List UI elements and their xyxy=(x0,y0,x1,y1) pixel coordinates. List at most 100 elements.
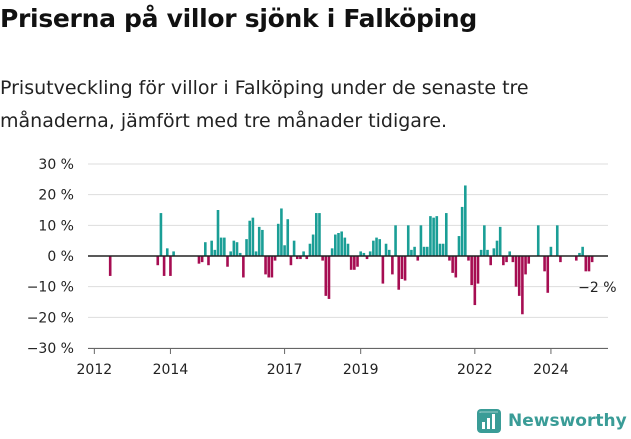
bar xyxy=(479,249,483,256)
x-axis: 2012 2014 2017 2019 2022 2024 xyxy=(77,348,608,378)
bar xyxy=(311,234,315,256)
y-tick-label: −20 % xyxy=(27,310,74,326)
bar xyxy=(362,252,366,256)
bar xyxy=(581,246,584,256)
bar xyxy=(410,249,413,256)
bar xyxy=(549,246,553,256)
bar xyxy=(299,256,302,260)
bar xyxy=(448,256,451,261)
bar xyxy=(359,251,362,256)
x-tick-label: 2024 xyxy=(533,362,569,378)
bar xyxy=(295,256,299,260)
bar xyxy=(457,236,461,256)
bar xyxy=(381,256,385,284)
bar xyxy=(438,243,442,256)
bar xyxy=(289,256,293,266)
bar xyxy=(476,256,480,284)
bar xyxy=(403,256,407,281)
bar xyxy=(159,213,163,256)
bar xyxy=(292,240,296,256)
bar xyxy=(235,242,239,256)
bar xyxy=(559,256,562,263)
bar xyxy=(587,256,591,272)
bar xyxy=(432,217,435,256)
bar xyxy=(384,243,388,256)
bar xyxy=(435,216,439,256)
bar xyxy=(327,256,331,299)
bar xyxy=(486,249,489,256)
bar xyxy=(337,233,340,256)
bar xyxy=(590,256,594,263)
chart-subtitle: Prisutveckling för villor i Falköping un… xyxy=(0,77,529,132)
bar xyxy=(505,256,508,263)
y-tick-label: 20 % xyxy=(38,188,74,204)
bar xyxy=(321,256,324,261)
bar xyxy=(108,256,112,276)
bar xyxy=(375,237,378,256)
bar xyxy=(511,256,515,263)
bar xyxy=(270,256,274,278)
y-tick-label: −10 % xyxy=(27,280,74,296)
bar-chart: 30 %20 %10 %0 %−10 %−20 %−30 % 2012 2014 2… xyxy=(27,157,617,378)
bar xyxy=(245,239,248,256)
y-tick-label: 30 % xyxy=(38,157,74,173)
bar xyxy=(172,251,175,256)
bar xyxy=(454,256,458,278)
bar xyxy=(226,256,229,267)
bar xyxy=(318,213,321,256)
x-tick-label: 2017 xyxy=(267,362,303,378)
bar xyxy=(314,213,318,256)
bar xyxy=(508,251,512,256)
bar xyxy=(416,256,420,261)
bar xyxy=(238,252,242,256)
bar xyxy=(340,231,343,256)
bars xyxy=(108,185,594,315)
bar xyxy=(229,251,232,256)
bar xyxy=(324,256,328,296)
brand-name: Newsworthy xyxy=(508,411,627,431)
bar xyxy=(223,237,226,256)
bar xyxy=(197,256,201,264)
bar xyxy=(365,256,369,260)
y-tick-label: 0 % xyxy=(47,249,74,265)
bar xyxy=(213,249,217,256)
x-tick-label: 2022 xyxy=(457,362,493,378)
bar xyxy=(165,248,169,256)
x-tick-label: 2012 xyxy=(77,362,113,378)
bar xyxy=(524,256,527,275)
bar xyxy=(498,226,502,256)
bar xyxy=(169,256,172,276)
bar xyxy=(464,185,467,256)
bar xyxy=(470,256,473,286)
bar xyxy=(492,248,496,256)
bar xyxy=(429,216,432,256)
bar xyxy=(349,256,353,270)
bar xyxy=(257,226,261,256)
bar xyxy=(473,256,477,306)
bar xyxy=(248,220,252,256)
bar xyxy=(527,256,531,264)
bar xyxy=(346,243,350,256)
bar xyxy=(378,239,382,256)
bar xyxy=(280,208,283,256)
chart-title: Priserna på villor sjönk i Falköping xyxy=(0,4,478,33)
bar xyxy=(441,243,445,256)
bar xyxy=(495,240,499,256)
x-tick-label: 2014 xyxy=(153,362,189,378)
annotation-label: −2 % xyxy=(578,280,616,296)
bar xyxy=(368,251,372,256)
bar xyxy=(578,252,581,256)
bar xyxy=(232,240,236,256)
y-tick-label: 10 % xyxy=(38,218,74,234)
y-axis-labels: 30 % 20 % 10 % 0 % −10 % −20 % −30 % xyxy=(27,157,74,357)
bar xyxy=(489,256,492,266)
bar xyxy=(574,256,578,261)
bar xyxy=(200,256,204,263)
bar xyxy=(353,256,356,270)
bar xyxy=(514,256,518,287)
bar xyxy=(216,210,220,256)
bar xyxy=(302,251,305,256)
bar xyxy=(444,213,448,256)
bar xyxy=(254,251,258,256)
bar xyxy=(422,246,426,256)
